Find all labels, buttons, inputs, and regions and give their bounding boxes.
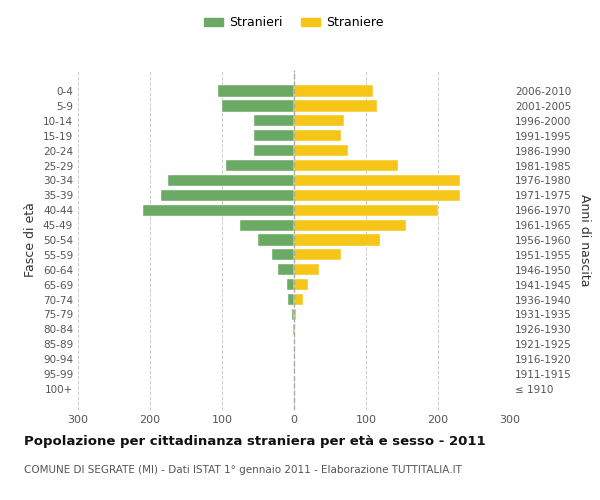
Bar	[294, 294, 302, 305]
Bar	[294, 190, 460, 201]
Bar	[294, 234, 380, 246]
Bar	[168, 175, 294, 186]
Bar	[294, 264, 319, 276]
Bar	[222, 100, 294, 112]
Bar	[278, 264, 294, 276]
Bar	[143, 204, 294, 216]
Bar	[226, 160, 294, 171]
Bar	[294, 204, 438, 216]
Bar	[294, 100, 377, 112]
Bar	[294, 220, 406, 230]
Bar	[294, 86, 373, 96]
Bar	[294, 160, 398, 171]
Bar	[161, 190, 294, 201]
Bar	[258, 234, 294, 246]
Bar	[293, 324, 294, 335]
Bar	[240, 220, 294, 230]
Bar	[294, 130, 341, 141]
Y-axis label: Fasce di età: Fasce di età	[25, 202, 37, 278]
Legend: Stranieri, Straniere: Stranieri, Straniere	[199, 11, 389, 34]
Bar	[294, 324, 295, 335]
Bar	[294, 309, 296, 320]
Bar	[294, 250, 341, 260]
Bar	[254, 130, 294, 141]
Bar	[294, 175, 460, 186]
Bar	[294, 115, 344, 126]
Bar	[292, 309, 294, 320]
Bar	[218, 86, 294, 96]
Text: COMUNE DI SEGRATE (MI) - Dati ISTAT 1° gennaio 2011 - Elaborazione TUTTITALIA.IT: COMUNE DI SEGRATE (MI) - Dati ISTAT 1° g…	[24, 465, 462, 475]
Bar	[294, 279, 308, 290]
Bar	[254, 145, 294, 156]
Bar	[272, 250, 294, 260]
Text: Popolazione per cittadinanza straniera per età e sesso - 2011: Popolazione per cittadinanza straniera p…	[24, 435, 485, 448]
Bar	[294, 145, 348, 156]
Bar	[288, 294, 294, 305]
Y-axis label: Anni di nascita: Anni di nascita	[578, 194, 591, 286]
Bar	[254, 115, 294, 126]
Bar	[287, 279, 294, 290]
